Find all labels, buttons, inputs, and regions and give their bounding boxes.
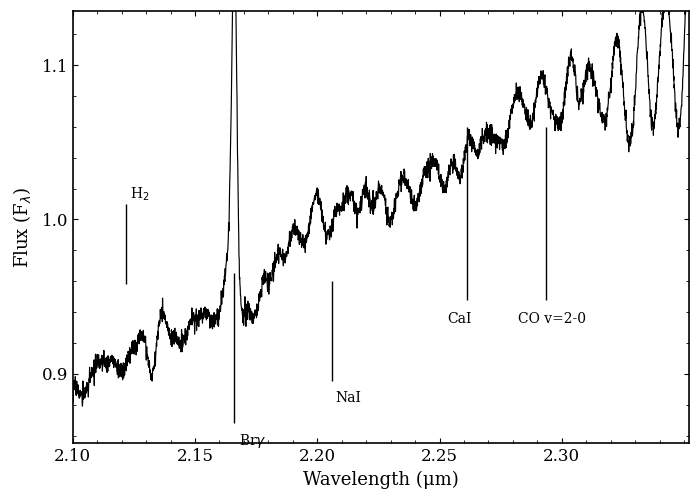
- Text: NaI: NaI: [335, 391, 361, 405]
- Text: CaI: CaI: [447, 312, 471, 326]
- Y-axis label: Flux (F$_\lambda$): Flux (F$_\lambda$): [11, 186, 33, 268]
- X-axis label: Wavelength (μm): Wavelength (μm): [303, 470, 459, 489]
- Text: CO v=2-0: CO v=2-0: [518, 312, 586, 326]
- Text: H$_2$: H$_2$: [130, 186, 150, 203]
- Text: Br$\gamma$: Br$\gamma$: [239, 432, 267, 450]
